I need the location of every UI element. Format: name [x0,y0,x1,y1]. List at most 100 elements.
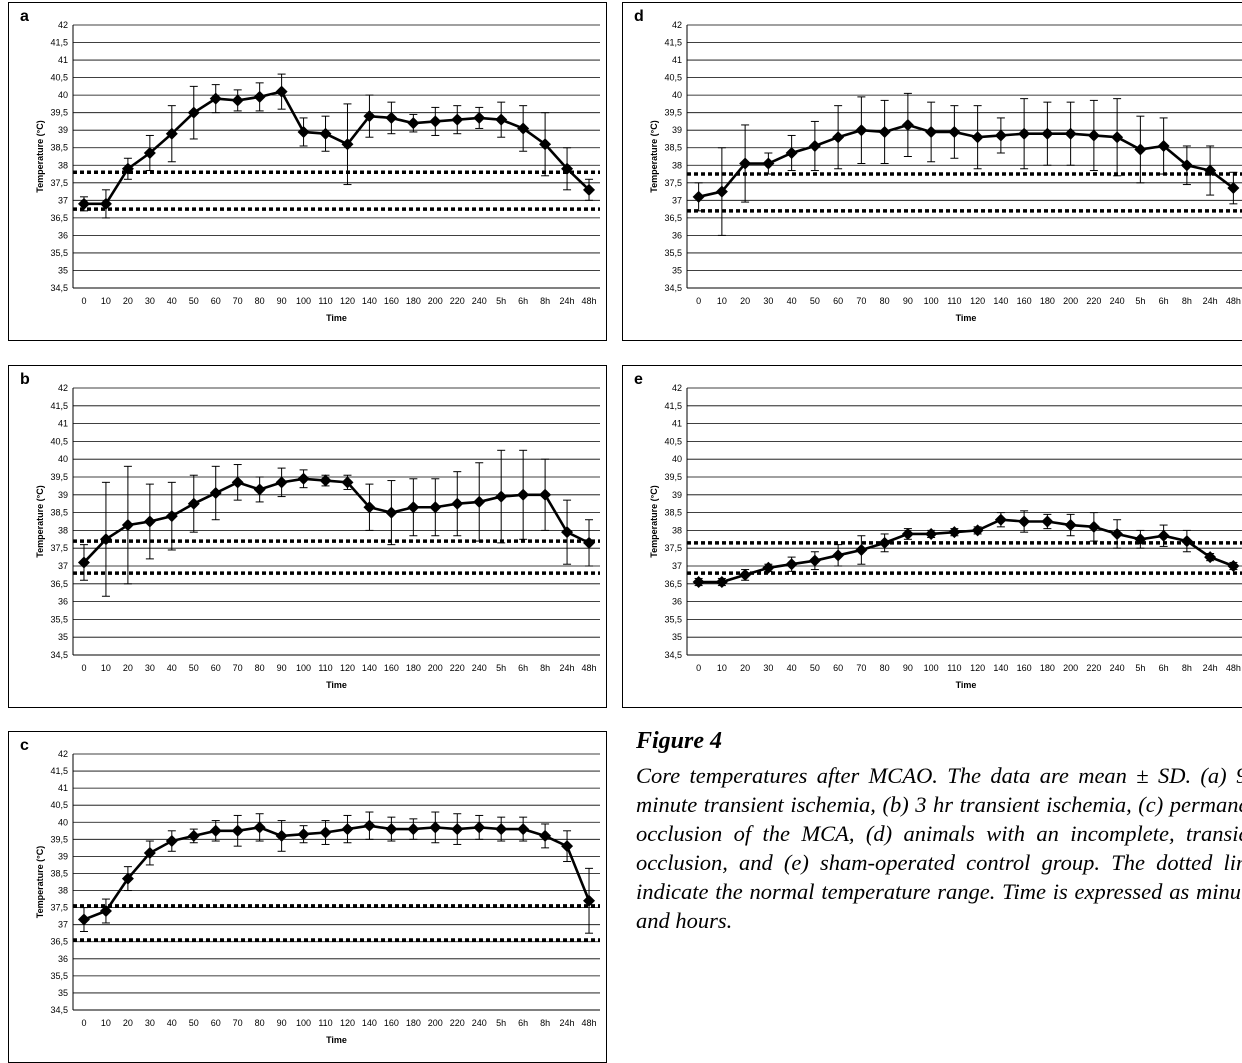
panel-letter-e: e [634,371,643,388]
x-tick-label: 6h [518,1018,528,1028]
data-point [407,117,420,130]
data-point [209,487,222,500]
data-point [539,829,552,842]
data-point [832,131,845,144]
x-tick-label: 24h [1203,663,1218,673]
x-tick-label: 24h [560,296,575,306]
chart-panel-d: d 34,5 35 35,5 36 36,5 37 37,5 38 38,5 39 39,5 40 40,… [622,2,1242,341]
x-tick-label: 30 [763,663,773,673]
y-tick-label: 39 [58,490,68,500]
data-point [275,85,288,98]
series-line [83,477,590,564]
x-tick-label: 20 [123,663,133,673]
data-point [878,536,891,549]
data-point [319,474,332,487]
x-tick-label: 50 [810,663,820,673]
y-tick-label: 37,5 [50,543,68,553]
y-tick-label: 41 [672,419,682,429]
data-point [451,497,464,510]
y-tick-label: 37 [58,920,68,930]
data-point [385,823,398,836]
data-point [121,519,134,532]
x-tick-label: 20 [740,663,750,673]
data-point [1087,520,1100,533]
x-tick-label: 120 [340,1018,355,1028]
x-tick-label: 90 [277,1018,287,1028]
x-tick-label: 220 [450,663,465,673]
x-tick-label: 160 [384,663,399,673]
y-tick-label: 38 [672,160,682,170]
data-point [1204,164,1217,177]
data-point [878,125,891,138]
x-tick-label: 110 [947,296,961,306]
x-tick-label: 90 [903,663,913,673]
y-tick-label: 35 [672,265,682,275]
x-tick-label: 6h [518,296,528,306]
y-tick-label: 41 [58,55,68,65]
data-point [297,828,310,841]
x-tick-label: 180 [1040,663,1055,673]
x-tick-label: 180 [406,296,421,306]
data-point [231,94,244,107]
x-tick-label: 24h [560,663,575,673]
y-tick-label: 39,5 [50,108,68,118]
x-tick-label: 30 [145,296,155,306]
x-tick-label: 5h [1135,663,1145,673]
data-point [77,556,90,569]
data-point [143,515,156,528]
x-tick-label: 24h [1203,296,1218,306]
x-tick-label: 40 [167,296,177,306]
data-point [561,162,574,175]
x-tick-label: 120 [970,663,985,673]
x-tick-label: 0 [81,1018,86,1028]
y-tick-label: 38,5 [664,508,682,518]
data-point [209,92,222,105]
x-tick-label: 30 [145,1018,155,1028]
x-tick-label: 220 [450,1018,465,1028]
data-point [925,527,938,540]
x-tick-label: 80 [880,663,890,673]
x-tick-label: 48h [1226,296,1241,306]
x-tick-label: 0 [81,296,86,306]
data-point [1134,143,1147,156]
x-axis-title: Time [956,680,977,690]
data-point [517,122,530,135]
data-point [121,872,134,885]
y-tick-label: 40,5 [50,436,68,446]
y-tick-label: 35,5 [50,248,68,258]
x-tick-label: 20 [740,296,750,306]
x-tick-label: 200 [428,663,443,673]
data-point [231,476,244,489]
x-tick-label: 50 [189,296,199,306]
y-tick-label: 38,5 [664,143,682,153]
y-tick-label: 35 [58,632,68,642]
x-tick-label: 60 [211,296,221,306]
y-tick-label: 39,5 [664,108,682,118]
data-point [692,576,705,589]
chart-panel-e: e 34,5 35 35,5 36 36,5 37 37,5 38 38,5 39 39,5 40 40,… [622,365,1242,708]
y-tick-label: 40 [58,454,68,464]
x-tick-label: 40 [167,1018,177,1028]
y-tick-label: 42 [672,20,682,30]
data-point [1157,139,1170,152]
y-tick-label: 36 [58,597,68,607]
x-tick-label: 8h [540,296,550,306]
y-tick-label: 36 [672,597,682,607]
y-axis-title: Temperature (°C) [649,485,659,557]
x-tick-label: 6h [1159,663,1169,673]
y-tick-label: 41,5 [664,38,682,48]
x-tick-label: 50 [189,1018,199,1028]
x-tick-label: 70 [233,1018,243,1028]
x-tick-label: 240 [1110,663,1125,673]
x-tick-label: 160 [1017,296,1032,306]
data-point [692,190,705,203]
y-tick-label: 38 [672,525,682,535]
x-tick-label: 48h [582,1018,597,1028]
data-point [385,506,398,519]
x-tick-label: 200 [1063,663,1078,673]
data-point [808,139,821,152]
data-point [429,821,442,834]
y-tick-label: 38 [58,886,68,896]
y-tick-label: 41 [58,783,68,793]
x-tick-label: 180 [1040,296,1055,306]
